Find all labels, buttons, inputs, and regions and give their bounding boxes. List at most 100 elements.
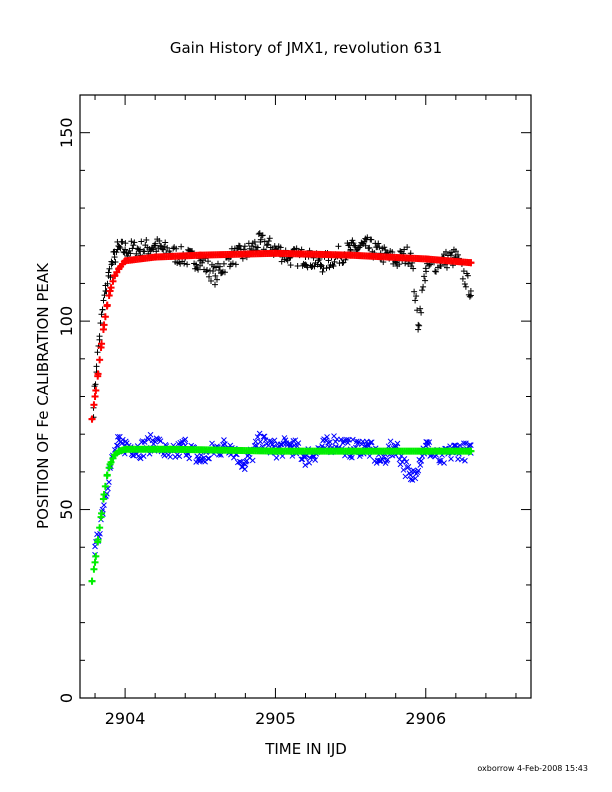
point-upper <box>156 237 163 244</box>
point-upper <box>99 306 106 313</box>
point-upper <box>106 265 113 272</box>
fit-lower <box>211 446 219 454</box>
fit-upper <box>271 249 279 257</box>
point-lower <box>237 459 244 466</box>
point-upper <box>241 243 248 250</box>
point-upper <box>315 257 322 264</box>
point-upper <box>259 232 266 239</box>
point-upper <box>325 257 332 264</box>
point-upper <box>221 269 228 276</box>
point-lower <box>344 436 350 443</box>
fit-upper <box>347 251 355 259</box>
point-upper <box>412 297 419 304</box>
point-upper <box>375 240 382 247</box>
fit-lower <box>88 577 96 585</box>
point-upper <box>112 259 119 266</box>
point-lower <box>249 457 256 464</box>
point-upper <box>212 272 219 279</box>
point-lower <box>141 439 148 445</box>
y-tick-label: 50 <box>57 499 76 519</box>
point-upper <box>97 320 104 327</box>
point-upper <box>108 261 115 268</box>
point-lower <box>387 438 394 445</box>
point-upper <box>133 250 140 257</box>
point-upper <box>317 261 324 268</box>
data-marks <box>88 230 475 585</box>
point-lower <box>324 434 330 440</box>
point-upper <box>410 265 417 272</box>
fit-upper <box>151 253 159 261</box>
fit-upper <box>91 393 99 400</box>
point-upper <box>229 260 236 267</box>
fit-lower <box>97 513 105 521</box>
point-upper <box>442 248 449 255</box>
point-upper <box>422 277 429 284</box>
point-upper <box>464 272 471 279</box>
point-upper <box>213 276 220 283</box>
point-upper <box>416 322 423 329</box>
point-upper <box>362 242 369 249</box>
point-lower <box>101 502 107 508</box>
point-upper <box>111 254 118 261</box>
point-upper <box>122 240 129 247</box>
fit-lower <box>115 447 123 455</box>
point-upper <box>197 262 204 269</box>
point-lower <box>129 452 136 459</box>
point-lower <box>97 530 103 537</box>
point-upper <box>204 266 211 273</box>
point-lower <box>254 434 261 440</box>
point-upper <box>467 287 474 294</box>
point-lower <box>380 453 387 460</box>
point-upper <box>131 239 138 246</box>
point-upper <box>413 293 420 300</box>
point-upper <box>368 236 375 243</box>
point-upper <box>119 238 126 245</box>
point-upper <box>419 287 426 294</box>
fit-lower <box>166 445 174 453</box>
point-upper <box>100 297 107 304</box>
point-lower <box>327 439 333 445</box>
x-tick-label: 2905 <box>255 709 296 728</box>
point-upper <box>152 242 159 249</box>
point-upper <box>178 243 185 250</box>
fit-upper <box>92 386 100 394</box>
y-axis-label: POSITION OF Fe CALIBRATION PEAK <box>34 262 52 529</box>
point-upper <box>210 268 217 275</box>
point-upper <box>447 252 454 259</box>
point-upper <box>143 236 150 243</box>
point-lower <box>271 437 278 444</box>
point-upper <box>113 249 120 256</box>
point-upper <box>462 283 469 290</box>
point-upper <box>93 363 100 370</box>
point-upper <box>339 259 346 266</box>
fit-upper <box>109 277 117 285</box>
point-lower <box>295 440 302 446</box>
point-lower <box>384 456 391 463</box>
point-upper <box>323 265 330 272</box>
point-lower <box>130 452 137 459</box>
point-upper <box>218 269 225 276</box>
point-lower <box>221 437 227 443</box>
fit-upper <box>100 321 108 329</box>
fit-upper <box>422 255 430 263</box>
point-upper <box>206 273 213 280</box>
point-upper <box>411 288 418 295</box>
point-upper <box>366 244 373 251</box>
point-upper <box>248 243 255 250</box>
fit-lower <box>91 558 99 566</box>
point-lower <box>407 476 414 483</box>
point-lower <box>462 457 468 464</box>
point-upper <box>351 242 358 249</box>
point-upper <box>205 258 212 265</box>
point-upper <box>128 238 135 245</box>
point-upper <box>422 265 429 272</box>
point-upper <box>396 261 403 268</box>
point-upper <box>426 262 433 269</box>
fit-lower <box>111 451 119 459</box>
point-lower <box>205 455 211 462</box>
point-upper <box>117 245 124 252</box>
point-lower <box>140 453 147 459</box>
point-lower <box>147 431 154 438</box>
point-upper <box>349 237 356 244</box>
point-upper <box>415 321 422 328</box>
